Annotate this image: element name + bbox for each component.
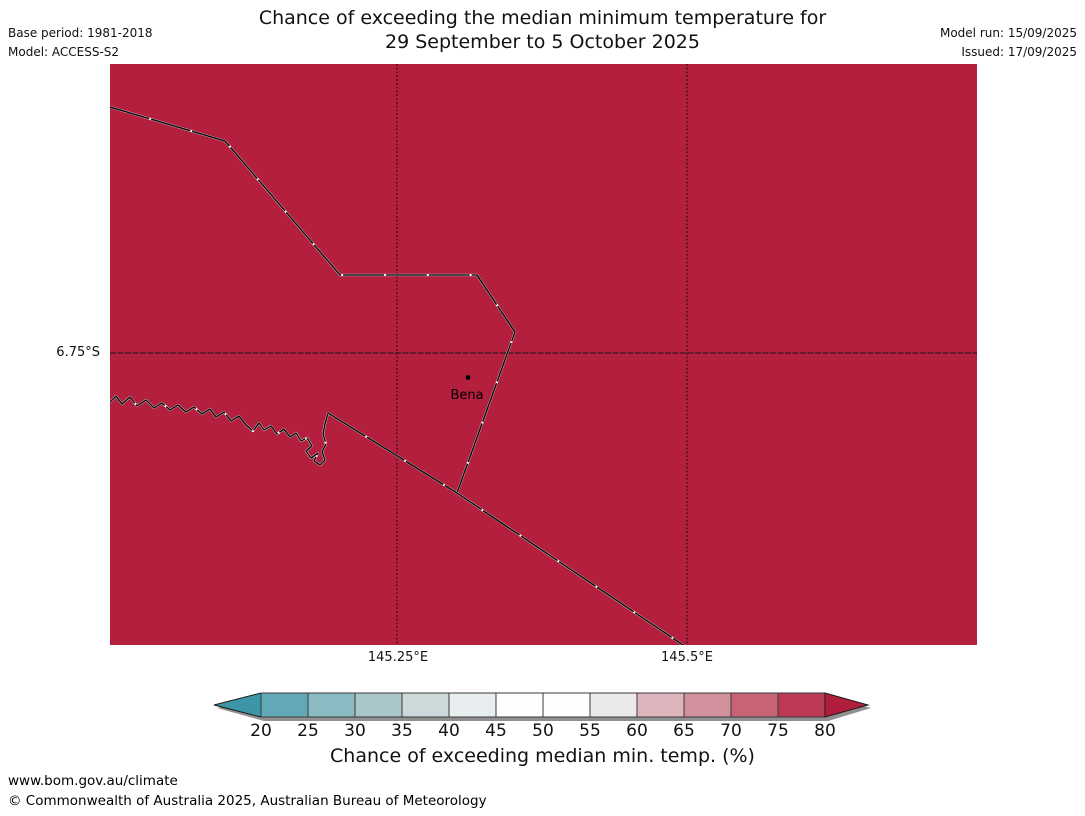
colorbar-cell	[542, 692, 591, 718]
map-canvas	[110, 64, 977, 645]
footer-copyright: © Commonwealth of Australia 2025, Austra…	[8, 792, 487, 809]
page-title-line2: 29 September to 5 October 2025	[385, 31, 700, 53]
colorbar-tick-label: 70	[720, 721, 742, 741]
footer-url: www.bom.gov.au/climate	[8, 773, 178, 789]
colorbar-cell	[777, 692, 826, 718]
colorbar-tick-label: 40	[438, 721, 460, 741]
colorbar	[210, 688, 875, 724]
colorbar-tick-label: 65	[673, 721, 695, 741]
page-title-line1: Chance of exceeding the median minimum t…	[258, 7, 827, 29]
border-line-southeast	[327, 412, 684, 645]
river-line	[110, 395, 329, 466]
colorbar-cells	[260, 692, 826, 718]
map-svg	[110, 64, 977, 645]
colorbar-cell	[260, 692, 309, 718]
base-period-text: Base period: 1981-2018	[8, 26, 153, 40]
colorbar-cell	[307, 692, 356, 718]
colorbar-cell	[683, 692, 732, 718]
page-title: Chance of exceeding the median minimum t…	[0, 6, 1085, 54]
colorbar-cell	[448, 692, 497, 718]
colorbar-cell	[354, 692, 403, 718]
colorbar-cell	[636, 692, 685, 718]
lon-tick-label-145-5: 145.5°E	[661, 650, 713, 665]
border-line-northwest	[110, 106, 516, 494]
colorbar-cell	[401, 692, 450, 718]
colorbar-tick-label: 55	[579, 721, 601, 741]
bena-place-label: Bena	[450, 388, 484, 403]
footer: www.bom.gov.au/climate © Commonwealth of…	[8, 772, 487, 811]
colorbar-tick-label: 45	[485, 721, 507, 741]
colorbar-tick-label: 80	[814, 721, 836, 741]
lat-tick-label: 6.75°S	[56, 345, 100, 360]
colorbar-tick-label: 35	[391, 721, 413, 741]
colorbar-right-arrow	[824, 692, 870, 718]
colorbar-tick-label: 25	[297, 721, 319, 741]
lon-tick-label-145-25: 145.25°E	[367, 650, 429, 665]
colorbar-tick-label: 60	[626, 721, 648, 741]
model-meta-right: Model run: 15/09/2025 Issued: 17/09/2025	[940, 24, 1077, 62]
colorbar-cell	[730, 692, 779, 718]
colorbar-cell	[589, 692, 638, 718]
model-meta-left: Base period: 1981-2018 Model: ACCESS-S2	[8, 24, 153, 62]
map-fill-region	[110, 64, 977, 645]
issued-date-text: Issued: 17/09/2025	[961, 45, 1077, 59]
colorbar-ticks: 20 25 30 35 40 45 50 55 60 65 70 75 80	[210, 722, 875, 742]
colorbar-tick-label: 50	[532, 721, 554, 741]
model-run-text: Model run: 15/09/2025	[939, 26, 1077, 40]
colorbar-tick-label: 30	[344, 721, 366, 741]
colorbar-tick-label: 75	[767, 721, 789, 741]
bena-marker-dot	[465, 375, 471, 380]
colorbar-svg	[213, 692, 871, 721]
colorbar-label: Chance of exceeding median min. temp. (%…	[330, 745, 755, 767]
model-name-text: Model: ACCESS-S2	[8, 45, 120, 59]
colorbar-cell	[495, 692, 544, 718]
colorbar-tick-label: 20	[250, 721, 272, 741]
